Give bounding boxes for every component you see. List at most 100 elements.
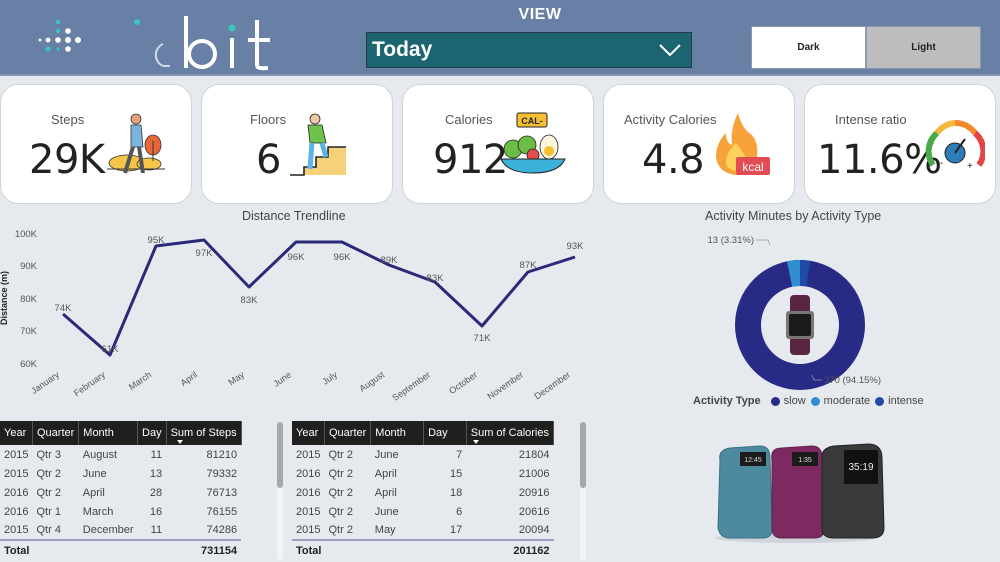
scrollbar-thumb[interactable] bbox=[277, 422, 283, 488]
fitbit-bands-image: 12:45 1:35 35:19 bbox=[715, 443, 885, 543]
header-bar: VIEW Today Dark Light bbox=[0, 0, 1000, 76]
distance-line bbox=[62, 238, 576, 357]
kpi-title: Intense ratio bbox=[835, 112, 907, 127]
kpi-card-intense-ratio: Intense ratio 11.6% - + bbox=[804, 84, 996, 204]
scrollbar-thumb[interactable] bbox=[580, 422, 586, 488]
band-screen-1: 12:45 bbox=[744, 457, 762, 464]
y-axis-ticks: 60K 70K 80K 90K 100K bbox=[15, 229, 38, 370]
slow-legend-swatch bbox=[770, 396, 780, 406]
svg-text:September: September bbox=[390, 369, 432, 402]
sort-desc-icon bbox=[176, 440, 183, 444]
moderate-legend-swatch bbox=[810, 396, 820, 406]
svg-text:95K: 95K bbox=[148, 235, 166, 246]
intense-legend-swatch bbox=[875, 396, 885, 406]
dark-theme-button[interactable]: Dark bbox=[751, 26, 866, 69]
svg-text:April: April bbox=[179, 369, 199, 388]
legend-item-intense[interactable]: intense bbox=[888, 395, 924, 407]
kpi-title: Floors bbox=[250, 112, 287, 127]
calories-table-scrollbar[interactable] bbox=[580, 422, 586, 560]
table-row[interactable]: 2015 Qtr 4 December 11 74286 bbox=[4, 524, 238, 536]
col-header-sum-calories[interactable]: Sum of Calories bbox=[466, 421, 555, 445]
svg-text:97K: 97K bbox=[196, 248, 214, 259]
col-header-month[interactable]: Month bbox=[78, 421, 139, 445]
data-labels: 74K 61K 95K 97K 83K 96K 96K 89K 83K 71K … bbox=[55, 235, 585, 355]
svg-text:96K: 96K bbox=[288, 252, 306, 263]
svg-text:60K: 60K bbox=[20, 359, 38, 370]
svg-text:100K: 100K bbox=[15, 229, 38, 240]
svg-text:February: February bbox=[72, 369, 108, 398]
svg-text:November: November bbox=[485, 369, 525, 401]
svg-text:October: October bbox=[447, 369, 479, 396]
speedometer-gauge-icon: - + bbox=[925, 120, 985, 172]
svg-text:June: June bbox=[271, 369, 293, 388]
fitbit-logo-wordmark bbox=[134, 16, 270, 71]
kpi-value: 6 bbox=[256, 137, 281, 183]
col-header-year[interactable]: Year bbox=[0, 421, 33, 445]
band-screen-2: 1:35 bbox=[798, 457, 812, 464]
table-row[interactable]: 2015 Qtr 2 June 7 21804 bbox=[296, 448, 550, 461]
svg-text:96K: 96K bbox=[334, 252, 352, 263]
table-row[interactable]: 2015 Qtr 2 June 6 20616 bbox=[296, 505, 550, 518]
donut-chart-title: Activity Minutes by Activity Type bbox=[705, 209, 882, 223]
kpi-title: Activity Calories bbox=[624, 112, 717, 127]
line-chart-title: Distance Trendline bbox=[242, 209, 346, 223]
watch-image bbox=[786, 295, 814, 355]
x-axis-ticks: January February March April May June Ju… bbox=[29, 369, 572, 403]
flame-kcal-icon: kcal bbox=[716, 113, 770, 175]
col-header-sum-steps[interactable]: Sum of Steps bbox=[166, 421, 242, 445]
svg-text:90K: 90K bbox=[20, 261, 38, 272]
calories-table: Year Quarter Month Day Sum of Calories 2… bbox=[292, 421, 555, 560]
kpi-value: 912 bbox=[433, 137, 508, 183]
legend-item-slow[interactable]: slow bbox=[783, 395, 806, 407]
kpi-value: 29K bbox=[29, 137, 105, 183]
table-total-row: Total 201162 bbox=[292, 539, 554, 560]
moderate-slice[interactable] bbox=[735, 260, 865, 390]
svg-text:July: July bbox=[320, 369, 339, 387]
sort-desc-icon bbox=[472, 440, 479, 444]
svg-text:87K: 87K bbox=[520, 260, 538, 271]
kpi-card-activity-calories: Activity Calories 4.8 kcal bbox=[603, 84, 795, 204]
salad-bowl-icon: CAL- bbox=[500, 112, 566, 174]
col-header-quarter[interactable]: Quarter bbox=[32, 421, 80, 445]
kpi-title: Calories bbox=[445, 112, 493, 127]
table-row[interactable]: 2015 Qtr 3 August 11 81210 bbox=[4, 448, 238, 461]
col-header-day[interactable]: Day bbox=[137, 421, 167, 445]
light-theme-label: Light bbox=[911, 42, 936, 53]
kpi-card-calories: Calories 912 CAL- bbox=[402, 84, 594, 204]
walking-person-icon bbox=[107, 113, 165, 174]
kcal-badge-text: kcal bbox=[742, 160, 763, 174]
col-header-month[interactable]: Month bbox=[370, 421, 425, 445]
svg-text:December: December bbox=[532, 369, 572, 401]
svg-text:-: - bbox=[940, 158, 943, 169]
view-selected-value: Today bbox=[372, 38, 433, 61]
cal-badge-text: CAL- bbox=[521, 116, 543, 126]
donut-legend: Activity Type slow moderate intense bbox=[693, 395, 924, 407]
svg-text:61K: 61K bbox=[102, 344, 120, 355]
svg-text:89K: 89K bbox=[381, 255, 399, 266]
steps-table-scrollbar[interactable] bbox=[277, 422, 283, 560]
table-row[interactable]: 2016 Qtr 2 April 15 21006 bbox=[296, 467, 550, 480]
svg-text:83K: 83K bbox=[241, 295, 259, 306]
svg-text:+: + bbox=[967, 161, 973, 172]
svg-text:83K: 83K bbox=[427, 273, 445, 284]
y-axis-label: Distance (m) bbox=[0, 271, 9, 325]
moderate-data-label: 13 (3.31%) bbox=[708, 235, 754, 246]
fitbit-logo-dots-icon bbox=[38, 19, 81, 52]
table-row[interactable]: 2015 Qtr 2 June 13 79332 bbox=[4, 467, 238, 480]
legend-item-moderate[interactable]: moderate bbox=[823, 395, 871, 407]
view-label: VIEW bbox=[518, 6, 562, 23]
table-row[interactable]: 2015 Qtr 2 May 17 20094 bbox=[296, 524, 550, 536]
distance-trendline-chart: Distance (m) 60K 70K 80K 90K 100K 74K 61… bbox=[0, 229, 585, 403]
light-theme-button[interactable]: Light bbox=[866, 26, 981, 69]
band-screen-3: 35:19 bbox=[848, 462, 873, 473]
table-row[interactable]: 2016 Qtr 2 April 18 20916 bbox=[296, 486, 550, 499]
svg-text:80K: 80K bbox=[20, 294, 38, 305]
col-header-day[interactable]: Day bbox=[423, 421, 467, 445]
svg-text:71K: 71K bbox=[474, 333, 492, 344]
col-header-quarter[interactable]: Quarter bbox=[324, 421, 372, 445]
table-row[interactable]: 2016 Qtr 2 April 28 76713 bbox=[4, 486, 238, 499]
svg-text:August: August bbox=[357, 369, 386, 394]
view-period-dropdown[interactable]: Today bbox=[366, 32, 692, 68]
col-header-year[interactable]: Year bbox=[292, 421, 325, 445]
table-row[interactable]: 2016 Qtr 1 March 16 76155 bbox=[4, 505, 238, 518]
